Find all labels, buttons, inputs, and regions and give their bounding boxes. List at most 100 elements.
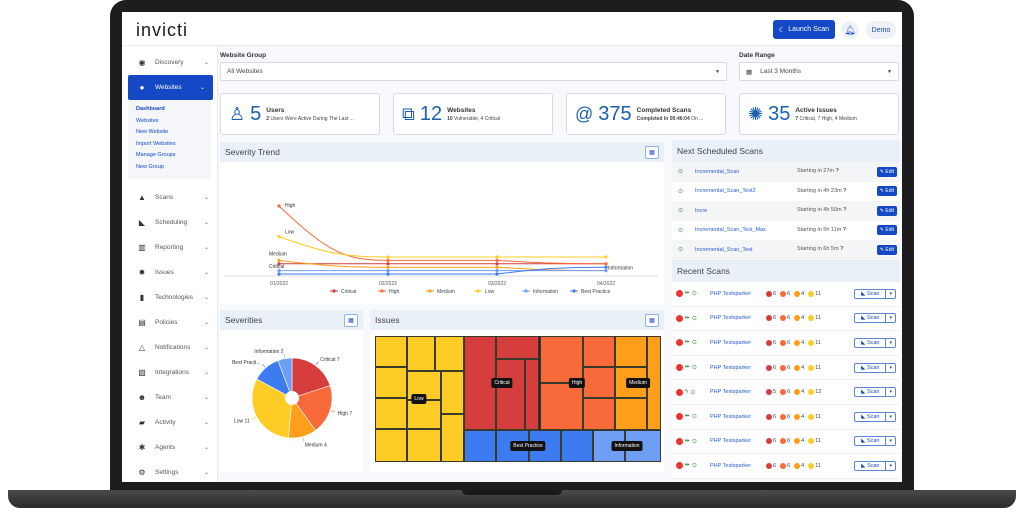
treemap-cell-low[interactable] [441, 414, 464, 462]
submenu-item[interactable]: Manage Groups [136, 152, 176, 158]
user-menu[interactable]: Demo [866, 21, 896, 39]
sidebar-item-team[interactable]: ☻ Team ⌄ [137, 393, 209, 402]
date-range-select[interactable]: ▦ Last 3 Months ▼ [739, 62, 899, 81]
data-point [277, 269, 281, 273]
data-point [495, 269, 499, 273]
table-view-button[interactable]: ▦ [645, 313, 659, 327]
sidebar-item-notifications[interactable]: △ Notifications ⌄ [138, 343, 209, 352]
website-link[interactable]: PHP Testsparker [710, 413, 752, 420]
website-group-select[interactable]: All Websites ▼ [220, 62, 727, 81]
sidebar-item-activity[interactable]: ▰ Activity ⌄ [138, 418, 209, 427]
scan-dropdown-button[interactable]: ▾ [886, 411, 896, 422]
check-circle-icon: ⊙ [691, 365, 697, 372]
sidebar-item-reporting[interactable]: ▥ Reporting ⌄ [138, 243, 209, 252]
scan-button[interactable]: ◣ Scan [854, 436, 887, 447]
sidebar-item-integrations[interactable]: ▧ Integrations ⌄ [138, 368, 209, 377]
website-link[interactable]: PHP Testsparker [710, 364, 752, 371]
scan-dropdown-button[interactable]: ▾ [886, 436, 896, 447]
treemap-cell-low[interactable] [375, 336, 407, 367]
sidebar-item-scheduling[interactable]: ◣ Scheduling ⌄ [138, 218, 209, 227]
edit-button[interactable]: ✎ Edit [876, 166, 897, 177]
alert-icon [676, 388, 683, 396]
treemap-cell-best-practice[interactable] [561, 430, 593, 462]
treemap-cell-low[interactable] [407, 400, 441, 429]
website-link[interactable]: PHP Testsparker [710, 315, 752, 322]
website-link[interactable]: PHP Testsparker [710, 438, 752, 445]
scan-dropdown-button[interactable]: ▾ [886, 362, 896, 373]
check-circle-icon: ⊙ [691, 340, 697, 347]
launch-scan-button[interactable]: ☾ Launch Scan [773, 20, 835, 39]
scan-dropdown-button[interactable]: ▾ [886, 337, 896, 348]
sidebar-item-websites[interactable]: ● Websites ⌄ [128, 75, 213, 100]
high-icon [780, 290, 787, 297]
sidebar-item-policies[interactable]: ▤ Policies ⌄ [138, 318, 209, 327]
website-link[interactable]: PHP Testsparker [710, 462, 752, 469]
treemap-cell-high[interactable] [540, 336, 583, 383]
sidebar-item-technologies[interactable]: ▮ Technologies ⌄ [122, 285, 217, 310]
notifications-bell-icon[interactable]: 🔔︎ [841, 21, 859, 39]
submenu-item[interactable]: New Group [136, 163, 164, 170]
sidebar-item-agents[interactable]: ✱ Agents ⌄ [138, 443, 209, 452]
treemap-cell-high[interactable] [583, 398, 615, 430]
recent-scan-row: ϟ ⊙ PHP Testsparker 5 6 4 12 ◣ Scan ▾ [672, 380, 900, 405]
stat-card[interactable]: @375 Completed Scans Completed In 00:46:04… [566, 93, 726, 135]
severities-pie-chart: Critical 7 High 7 Medium 4 Low 11 Best Pract… [232, 349, 352, 448]
scan-name-link[interactable]: Incremental_Scan_Test [695, 246, 753, 253]
website-link[interactable]: PHP Testsparker [710, 290, 752, 297]
sidebar-item-discovery[interactable]: ◉ Discovery ⌄ [138, 58, 210, 67]
scan-name-link[interactable]: Incre [695, 207, 708, 214]
treemap-cell-critical[interactable] [496, 359, 525, 430]
edit-button[interactable]: ✎ Edit [876, 244, 897, 255]
scan-dropdown-button[interactable]: ▾ [886, 313, 896, 324]
edit-button[interactable]: ✎ Edit [876, 225, 897, 236]
treemap-cell-medium[interactable] [615, 398, 647, 430]
scan-name-link[interactable]: Incremental_Scan_Test2 [695, 188, 756, 195]
treemap-cell-low[interactable] [441, 371, 464, 414]
treemap-cell-critical[interactable] [525, 359, 539, 430]
stat-card[interactable]: ⧉ 12 Websites 10 Vulnerable, 4 Critical [393, 93, 553, 135]
submenu-item[interactable]: New Website [136, 129, 169, 135]
treemap-cell-low[interactable] [407, 429, 441, 462]
treemap-cell-low[interactable] [375, 398, 407, 429]
scan-button[interactable]: ◣ Scan [854, 337, 887, 348]
treemap-cell-low[interactable] [375, 367, 407, 398]
scan-button[interactable]: ◣ Scan [854, 288, 887, 299]
treemap-cell-low[interactable] [375, 429, 407, 462]
treemap-cell-high[interactable] [540, 383, 583, 430]
table-view-button[interactable]: ▦ [645, 145, 659, 159]
scan-button[interactable]: ◣ Scan [854, 387, 887, 398]
edit-button[interactable]: ✎ Edit [876, 186, 897, 197]
submenu-item[interactable]: Import Websites [136, 140, 176, 147]
scan-dropdown-button[interactable]: ▾ [886, 460, 896, 471]
scan-dropdown-button[interactable]: ▾ [886, 288, 896, 299]
sidebar-item-issues[interactable]: ✹ Issues ⌄ [138, 268, 209, 277]
table-view-button[interactable]: ▦ [344, 313, 358, 327]
scan-dropdown-button[interactable]: ▾ [886, 387, 896, 398]
scan-button[interactable]: ◣ Scan [854, 460, 887, 471]
website-link[interactable]: PHP Testsparker [710, 389, 752, 396]
sidebar-item-settings[interactable]: ⚙ Settings ⌄ [138, 468, 209, 477]
sidebar-item-scans[interactable]: ▲ Scans ⌄ [138, 193, 209, 202]
treemap-cell-high[interactable] [583, 367, 615, 398]
scan-button[interactable]: ◣ Scan [854, 313, 887, 324]
scan-button[interactable]: ◣ Scan [854, 362, 887, 373]
bug-icon: ✺ [748, 103, 764, 124]
submenu-item[interactable]: Websites [136, 117, 159, 124]
scan-button[interactable]: ◣ Scan [854, 411, 887, 422]
low-icon [808, 315, 815, 322]
treemap-cell-medium[interactable] [615, 336, 647, 367]
data-point [386, 272, 390, 276]
invicti-logo[interactable]: invicti [136, 20, 189, 40]
treemap-cell-low[interactable] [407, 336, 435, 371]
treemap-cell-best-practice[interactable] [464, 430, 496, 462]
treemap-cell-low[interactable] [435, 336, 464, 371]
stat-card[interactable]: ✺ 35 Active Issues 7 Critical, 7 High, 4 Me… [739, 93, 899, 135]
website-link[interactable]: PHP Testsparker [710, 339, 752, 346]
submenu-item[interactable]: Dashboard [136, 106, 165, 112]
treemap-cell-high[interactable] [583, 336, 615, 367]
stat-card[interactable]: ♙ 5 Users 2 Users Were Active During The La… [220, 93, 380, 135]
scan-name-link[interactable]: Incremental_Scan_Test_Max [695, 227, 766, 234]
treemap-cell-critical[interactable] [496, 336, 539, 359]
edit-button[interactable]: ✎ Edit [876, 205, 897, 216]
scan-name-link[interactable]: Incremental_Scan [695, 168, 740, 175]
